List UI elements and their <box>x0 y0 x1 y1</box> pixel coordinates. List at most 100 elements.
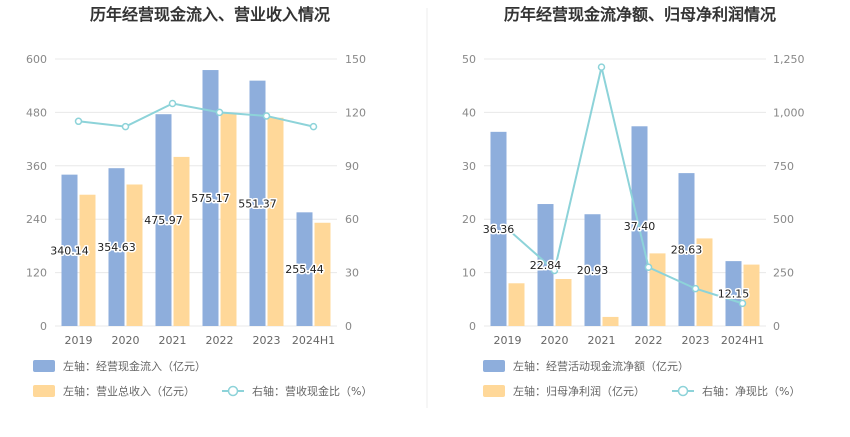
right-axis-tick: 1,250 <box>773 53 805 66</box>
legend-swatch <box>483 360 505 372</box>
ratio-point <box>121 122 130 131</box>
bar-secondary <box>314 222 331 326</box>
legend-label: 右轴：营收现金比（%） <box>252 384 372 398</box>
bar-secondary <box>173 156 190 326</box>
bar-secondary <box>508 283 525 326</box>
ratio-point <box>550 266 559 275</box>
left-axis-tick: 120 <box>26 267 47 280</box>
bar-data-label: 37.40 <box>624 220 656 233</box>
legend-label: 左轴：营业总收入（亿元） <box>63 384 195 398</box>
bar-primary <box>61 174 78 326</box>
bar-data-label: 28.63 <box>671 244 703 257</box>
bar-secondary <box>696 238 713 326</box>
ratio-point <box>644 263 653 272</box>
x-axis-tick: 2022 <box>206 334 234 347</box>
legend-swatch <box>483 385 505 397</box>
legend-line-marker <box>227 385 239 397</box>
bar-primary <box>155 114 172 326</box>
right-axis-tick: 90 <box>345 160 359 173</box>
ratio-point <box>503 225 512 233</box>
x-axis-tick: 2024H1 <box>292 334 335 347</box>
left-axis-tick: 30 <box>462 160 476 173</box>
legend-label: 左轴：经营活动现金流净额（亿元） <box>513 359 689 373</box>
left-axis-tick: 0 <box>40 320 47 333</box>
ratio-point <box>74 117 83 126</box>
x-axis-tick: 2023 <box>682 334 710 347</box>
bar-data-label: 36.36 <box>483 223 515 236</box>
x-axis-tick: 2019 <box>65 334 93 347</box>
bar-data-label: 340.14 <box>50 244 89 257</box>
left-axis-tick: 10 <box>462 267 476 280</box>
bar-secondary <box>555 279 572 326</box>
ratio-line <box>78 102 314 128</box>
ratio-point <box>262 112 271 120</box>
legend-label: 右轴：净现比（%） <box>702 384 800 398</box>
x-axis-tick: 2020 <box>112 334 140 347</box>
bar-secondary <box>649 253 666 326</box>
x-axis-tick: 2024H1 <box>721 334 764 347</box>
right-axis-tick: 120 <box>345 106 366 119</box>
bar-data-label: 12.15 <box>718 288 750 301</box>
ratio-point <box>691 284 700 293</box>
bar-data-label: 575.17 <box>191 192 230 205</box>
chart-title: 历年经营现金流净额、归母净利润情况 <box>504 5 776 24</box>
legend-swatch <box>33 360 55 372</box>
x-axis-tick: 2021 <box>159 334 187 347</box>
right-axis-tick: 30 <box>345 267 359 280</box>
legend-line-marker <box>677 385 689 397</box>
bar-primary <box>584 214 601 326</box>
bar-secondary <box>743 264 760 326</box>
bar-secondary <box>126 184 143 326</box>
left-axis-tick: 50 <box>462 53 476 66</box>
bar-data-label: 551.37 <box>238 197 277 210</box>
legend-label: 左轴：归母净利润（亿元） <box>513 384 645 398</box>
bar-primary <box>249 80 266 326</box>
chart-netcash-netprofit: 历年经营现金流净额、归母净利润情况 0 0 10 250 20 500 30 750 40 1,00… <box>462 5 805 398</box>
x-axis-tick: 2020 <box>541 334 569 347</box>
chart-cashflow-revenue: 历年经营现金流入、营业收入情况 0 0 120 30 240 60 360 90 480 120 60… <box>26 5 372 398</box>
bar-primary <box>725 261 742 326</box>
ratio-point <box>309 122 318 131</box>
left-axis-tick: 240 <box>26 213 47 226</box>
right-axis-tick: 0 <box>345 320 352 333</box>
bar-primary <box>296 212 313 326</box>
legend-label: 左轴：经营现金流入（亿元） <box>63 359 206 373</box>
left-axis-tick: 360 <box>26 160 47 173</box>
bar-primary <box>108 168 125 326</box>
left-axis-tick: 20 <box>462 213 476 226</box>
right-axis-tick: 500 <box>773 213 794 226</box>
x-axis-tick: 2019 <box>494 334 522 347</box>
bar-primary <box>537 204 554 326</box>
ratio-point <box>168 99 177 108</box>
ratio-point <box>738 299 747 308</box>
bar-secondary <box>602 316 619 326</box>
left-axis-tick: 600 <box>26 53 47 66</box>
left-axis-tick: 0 <box>469 320 476 333</box>
left-axis-tick: 40 <box>462 106 476 119</box>
bar-primary <box>490 131 507 326</box>
bar-secondary <box>79 194 96 326</box>
right-axis-tick: 60 <box>345 213 359 226</box>
right-axis-tick: 750 <box>773 160 794 173</box>
bar-secondary <box>267 117 284 327</box>
ratio-point <box>215 108 224 117</box>
bar-secondary <box>220 113 237 326</box>
chart-title: 历年经营现金流入、营业收入情况 <box>90 5 330 24</box>
bar-data-label: 22.84 <box>530 259 562 272</box>
right-axis-tick: 150 <box>345 53 366 66</box>
x-axis-tick: 2021 <box>588 334 616 347</box>
right-axis-tick: 1,000 <box>773 106 805 119</box>
right-axis-tick: 250 <box>773 267 794 280</box>
bar-data-label: 354.63 <box>97 241 136 254</box>
bar-primary <box>678 173 695 326</box>
x-axis-tick: 2023 <box>253 334 281 347</box>
bar-primary <box>202 70 219 326</box>
ratio-line <box>506 66 743 305</box>
legend-swatch <box>33 385 55 397</box>
bar-data-label: 20.93 <box>577 264 609 277</box>
bar-data-label: 255.44 <box>285 263 324 276</box>
bar-data-label: 475.97 <box>144 214 183 227</box>
right-axis-tick: 0 <box>773 320 780 333</box>
x-axis-tick: 2022 <box>635 334 663 347</box>
